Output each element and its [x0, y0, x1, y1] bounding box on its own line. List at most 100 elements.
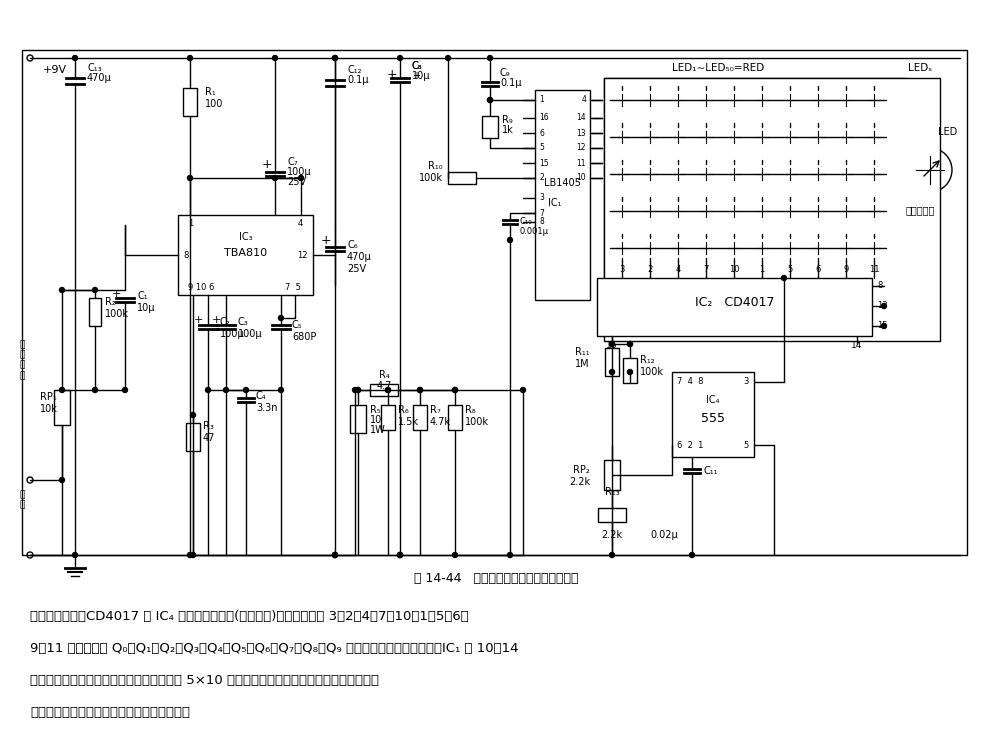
Bar: [89, 298, 101, 326]
Text: 4: 4: [298, 218, 303, 227]
Text: R₆: R₆: [398, 405, 409, 415]
Text: 1: 1: [539, 95, 544, 104]
Text: 16: 16: [606, 341, 618, 350]
Circle shape: [279, 315, 284, 320]
Bar: [605, 348, 619, 376]
Circle shape: [223, 387, 228, 393]
Text: 14: 14: [576, 113, 586, 122]
Text: LED: LED: [938, 127, 957, 137]
Text: 14: 14: [851, 341, 863, 350]
Circle shape: [243, 387, 249, 393]
Bar: [413, 405, 427, 430]
Text: 1W: 1W: [370, 425, 386, 435]
Circle shape: [609, 553, 614, 557]
Text: 0.1μ: 0.1μ: [347, 75, 368, 85]
Text: +: +: [320, 233, 331, 247]
Text: 指示灯阵列: 指示灯阵列: [906, 205, 934, 215]
Text: R₈: R₈: [465, 405, 476, 415]
Circle shape: [452, 553, 457, 557]
Text: 3: 3: [744, 378, 749, 387]
Text: 470μ: 470μ: [347, 252, 372, 262]
Text: 3: 3: [619, 265, 625, 274]
Text: +: +: [412, 71, 420, 81]
Text: R₁: R₁: [205, 87, 215, 97]
Circle shape: [60, 478, 64, 483]
Text: R₁₀: R₁₀: [429, 161, 443, 171]
Text: R₁₂: R₁₂: [640, 355, 655, 365]
Circle shape: [628, 370, 633, 375]
Text: C₈: C₈: [412, 61, 423, 71]
Text: C₉: C₉: [500, 68, 511, 78]
Circle shape: [882, 303, 887, 308]
Bar: [604, 78, 940, 341]
Text: 2: 2: [539, 174, 544, 183]
Bar: [535, 90, 590, 300]
Bar: [604, 460, 620, 490]
Bar: [178, 215, 313, 295]
Circle shape: [72, 553, 77, 557]
Text: 11: 11: [869, 265, 879, 274]
Text: IC₂   CD4017: IC₂ CD4017: [694, 297, 774, 309]
Text: C₁₁: C₁₁: [704, 466, 718, 476]
Text: IC₃: IC₃: [239, 232, 252, 242]
Text: IC₁: IC₁: [548, 198, 561, 208]
Text: LED₁∼LED₅₀=RED: LED₁∼LED₅₀=RED: [672, 63, 764, 73]
Circle shape: [452, 387, 457, 393]
Bar: [186, 423, 200, 451]
Circle shape: [386, 387, 391, 393]
Circle shape: [398, 553, 403, 557]
Circle shape: [187, 553, 192, 557]
Text: C₁₃: C₁₃: [87, 63, 101, 73]
Text: 2.2k: 2.2k: [568, 477, 590, 487]
Text: 10: 10: [370, 415, 382, 425]
Circle shape: [187, 55, 192, 60]
Text: 5: 5: [744, 440, 749, 449]
Text: 6: 6: [815, 265, 820, 274]
Circle shape: [355, 387, 360, 393]
Text: 47: 47: [203, 433, 215, 443]
Text: +9V: +9V: [43, 65, 67, 75]
Text: RP₂: RP₂: [573, 465, 590, 475]
Circle shape: [187, 176, 192, 180]
Text: 输
入: 输 入: [19, 490, 25, 510]
Circle shape: [882, 323, 887, 329]
Bar: [598, 508, 626, 522]
Bar: [22, 50, 967, 555]
Circle shape: [609, 341, 614, 346]
Circle shape: [398, 55, 403, 60]
Circle shape: [60, 387, 64, 393]
Text: R₄: R₄: [379, 370, 390, 380]
Text: 25V: 25V: [287, 177, 307, 187]
Text: 25V: 25V: [347, 264, 366, 274]
Circle shape: [487, 55, 492, 60]
Text: 7: 7: [703, 265, 708, 274]
Text: R₁₃: R₁₃: [605, 487, 619, 497]
Text: 13: 13: [877, 302, 888, 311]
Text: C₄: C₄: [256, 391, 267, 401]
Bar: [623, 358, 637, 383]
Circle shape: [508, 553, 513, 557]
Text: LB1405: LB1405: [544, 178, 581, 188]
Circle shape: [332, 553, 337, 557]
Text: C₂: C₂: [220, 317, 230, 327]
Bar: [672, 372, 754, 457]
Text: 1: 1: [759, 265, 765, 274]
Circle shape: [92, 387, 97, 393]
Text: +: +: [111, 289, 121, 299]
Text: 11: 11: [576, 159, 586, 168]
Text: C₁₀: C₁₀: [520, 218, 533, 226]
Circle shape: [205, 387, 210, 393]
Text: 8: 8: [183, 250, 188, 259]
Circle shape: [190, 413, 195, 417]
Circle shape: [332, 55, 337, 60]
Text: 0.001μ: 0.001μ: [520, 227, 549, 236]
Circle shape: [355, 387, 360, 393]
Text: C₅: C₅: [292, 320, 303, 330]
Text: 10μ: 10μ: [137, 303, 156, 313]
Bar: [448, 172, 476, 184]
Circle shape: [508, 238, 513, 243]
Text: +: +: [211, 315, 220, 325]
Circle shape: [628, 341, 633, 346]
Text: 4.7k: 4.7k: [430, 417, 451, 427]
Text: 8: 8: [877, 282, 882, 291]
